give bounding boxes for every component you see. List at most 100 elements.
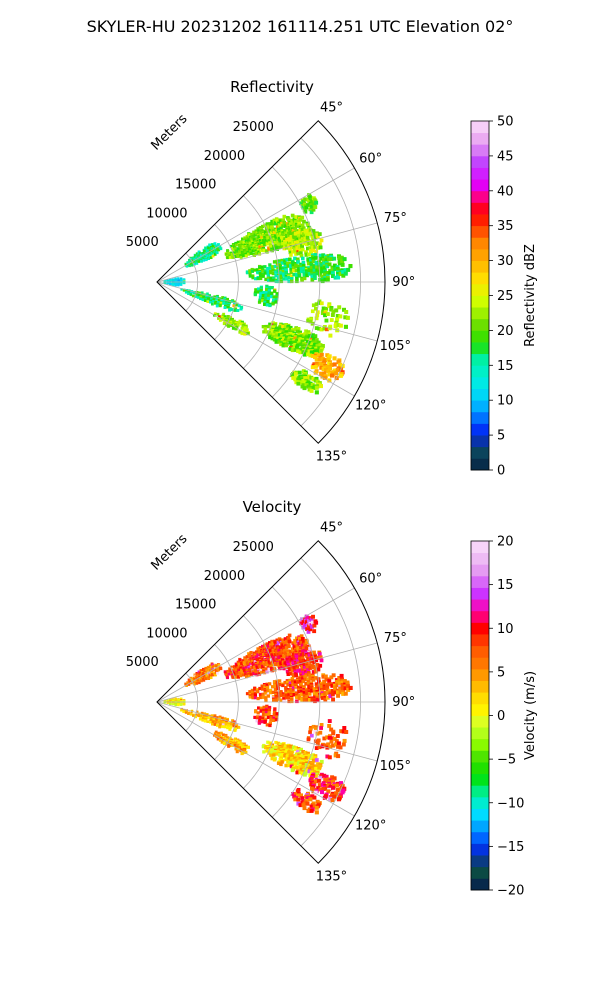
echo-gate [296, 669, 300, 673]
echo-gate [312, 770, 317, 774]
echo-gate [213, 253, 217, 256]
echo-gate [207, 246, 210, 250]
echo-gate [218, 725, 222, 729]
echo-gate [234, 747, 238, 751]
echo-gate [292, 665, 297, 670]
echo-gate [247, 233, 251, 237]
echo-gate [257, 721, 261, 725]
echo-gate [266, 276, 271, 280]
echo-gate [228, 727, 232, 731]
echo-gate [305, 616, 310, 620]
echo-gate [284, 231, 288, 235]
echo-gate [253, 268, 257, 272]
echo-gate [295, 770, 300, 775]
echo-gate [286, 338, 291, 343]
echo-gate [218, 738, 222, 742]
echo-gate [273, 707, 277, 711]
echo-gate [243, 237, 247, 241]
echo-gate [253, 715, 257, 719]
echo-gate [308, 646, 312, 651]
echo-gate [290, 348, 295, 353]
echo-gate [191, 260, 195, 264]
echo-gate [296, 658, 300, 663]
echo-gate [311, 767, 315, 772]
echo-gate [295, 224, 300, 228]
echo-gate [287, 279, 291, 284]
echo-gate [299, 682, 303, 687]
echo-gate [338, 323, 343, 328]
echo-gate [303, 622, 307, 627]
echo-gate [281, 269, 286, 274]
echo-gate [267, 225, 271, 229]
colorbar-segment [471, 376, 489, 389]
echo-gate [257, 236, 261, 240]
echo-gate [182, 710, 185, 713]
azimuth-tick-label: 120° [355, 398, 386, 413]
echo-gate [334, 308, 339, 313]
echo-gate [231, 675, 235, 679]
echo-gate [271, 690, 275, 694]
echo-gate [332, 256, 337, 261]
echo-gate [310, 665, 315, 670]
echo-gate [203, 255, 207, 259]
echo-gate [187, 712, 190, 715]
echo-gate [331, 697, 335, 702]
azimuth-tick-label: 60° [359, 572, 382, 587]
echo-gate [324, 327, 329, 332]
echo-gate [333, 275, 338, 280]
echo-gate [257, 300, 262, 304]
echo-gate [344, 730, 349, 734]
echo-gate [269, 295, 274, 299]
echo-gate [230, 722, 234, 726]
echo-gate [291, 679, 295, 684]
azimuth-tick-label: 75° [384, 631, 407, 646]
echo-gate [303, 677, 308, 682]
echo-gate [342, 726, 347, 730]
range-tick-label: 10000 [146, 206, 187, 221]
echo-gate [298, 248, 303, 252]
colorbar-segment [471, 668, 489, 681]
colorbar-segment [471, 610, 489, 623]
echo-gate [202, 296, 205, 299]
echo-gate [304, 337, 308, 342]
echo-gate [276, 640, 281, 645]
echo-gate [281, 324, 285, 329]
echo-gate [300, 800, 305, 805]
echo-gate [310, 756, 314, 761]
echo-gate [279, 654, 284, 659]
colorbar-tick-label: 5 [497, 665, 505, 680]
echo-gate [298, 803, 303, 808]
echo-gate [301, 260, 306, 265]
colorbar-segment [471, 843, 489, 856]
echo-gate [174, 277, 177, 281]
echo-gate [301, 803, 306, 808]
echo-gate [287, 763, 291, 768]
echo-gate [308, 246, 313, 250]
echo-gate [289, 332, 294, 336]
echo-gate [288, 340, 293, 345]
echo-gate [211, 714, 214, 718]
echo-gate [299, 747, 303, 752]
echo-gate [256, 227, 260, 231]
echo-gate [201, 291, 204, 294]
echo-gate [323, 691, 327, 695]
echo-gate [231, 255, 235, 259]
echo-gate [270, 286, 274, 290]
echo-gate [272, 295, 276, 299]
echo-gate [267, 324, 271, 329]
echo-gate [329, 739, 334, 744]
echo-gate [301, 750, 305, 754]
echo-gate [177, 284, 180, 287]
echo-gate [318, 730, 323, 735]
echo-gate [321, 787, 326, 791]
echo-gate [254, 229, 258, 233]
echo-gate [298, 350, 303, 355]
echo-gate [221, 716, 224, 720]
echo-gate [274, 698, 278, 702]
echo-gate [255, 665, 259, 669]
echo-gate [329, 675, 334, 680]
echo-gate [262, 705, 266, 709]
echo-gate [284, 695, 289, 700]
echo-gate [238, 740, 242, 744]
echo-gate [312, 660, 317, 665]
